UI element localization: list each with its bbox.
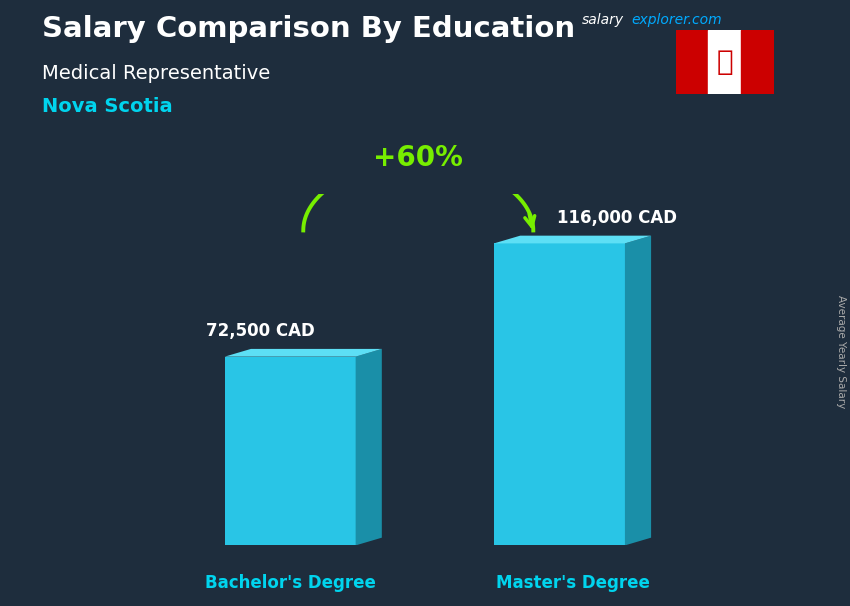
Polygon shape (355, 349, 382, 545)
Text: Medical Representative: Medical Representative (42, 64, 271, 82)
Text: 116,000 CAD: 116,000 CAD (558, 208, 677, 227)
Text: Nova Scotia: Nova Scotia (42, 97, 173, 116)
Bar (494, 244, 625, 545)
Bar (741, 30, 774, 94)
Text: 72,500 CAD: 72,500 CAD (206, 322, 314, 340)
Text: +60%: +60% (373, 144, 463, 171)
Text: Salary Comparison By Education: Salary Comparison By Education (42, 15, 575, 43)
Bar (224, 357, 355, 545)
Bar (676, 30, 708, 94)
Polygon shape (494, 236, 651, 244)
Text: salary: salary (582, 13, 625, 27)
Text: Master's Degree: Master's Degree (496, 574, 649, 592)
Text: Average Yearly Salary: Average Yearly Salary (836, 295, 846, 408)
Text: 🍁: 🍁 (717, 48, 733, 76)
Polygon shape (625, 236, 651, 545)
Text: Bachelor's Degree: Bachelor's Degree (205, 574, 376, 592)
Bar (708, 30, 741, 94)
Text: explorer.com: explorer.com (632, 13, 722, 27)
Polygon shape (224, 349, 382, 357)
